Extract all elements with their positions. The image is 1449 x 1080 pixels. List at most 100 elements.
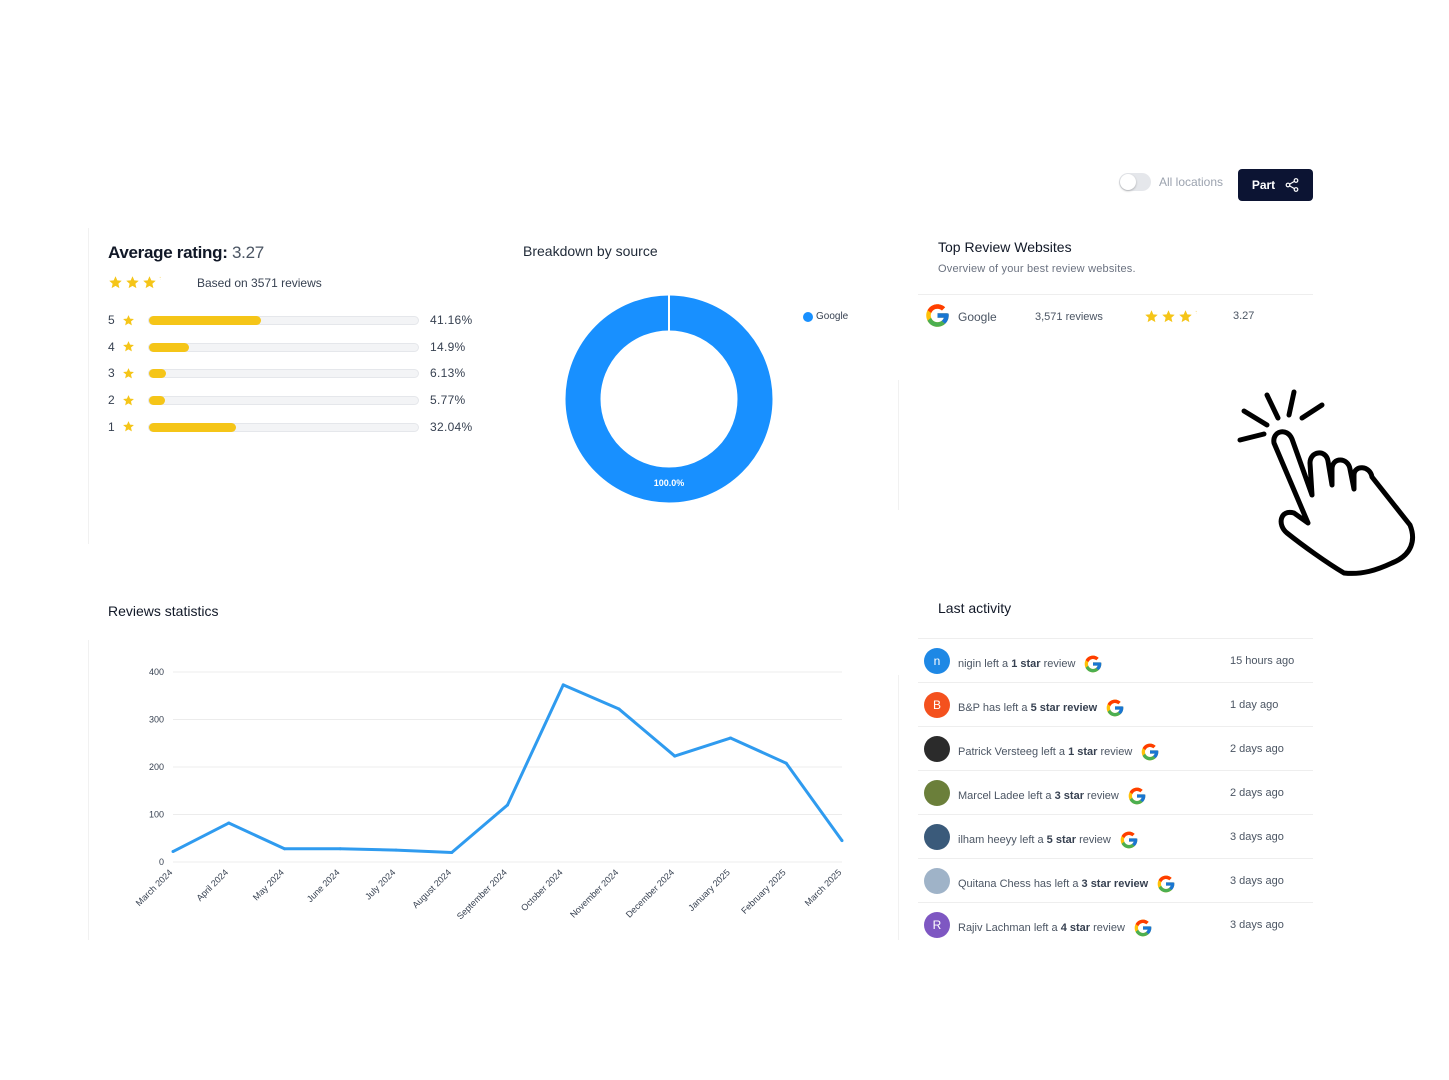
x-tick-label: October 2024 bbox=[519, 867, 565, 913]
avatar bbox=[924, 868, 950, 894]
average-rating-value: 3.27 bbox=[232, 243, 264, 262]
rating-row-percent: 5.77% bbox=[430, 393, 466, 408]
website-name: Google bbox=[958, 310, 997, 324]
average-rating-title: Average rating: 3.27 bbox=[108, 243, 264, 262]
x-tick-label: March 2025 bbox=[803, 867, 844, 908]
share-button[interactable]: Part bbox=[1238, 169, 1313, 201]
activity-time: 2 days ago bbox=[1230, 787, 1284, 799]
activity-text: Marcel Ladee left a 3 star review bbox=[958, 786, 1147, 806]
breakdown-legend[interactable]: Google bbox=[803, 311, 848, 322]
activity-item[interactable]: R Rajiv Lachman left a 4 star review 3 day… bbox=[918, 902, 1313, 946]
google-icon bbox=[1141, 743, 1159, 761]
rating-row-1: 1 32.04% bbox=[108, 419, 472, 434]
activity-item[interactable]: Quitana Chess has left a 3 star review 3 … bbox=[918, 858, 1313, 902]
x-tick-label: June 2024 bbox=[305, 867, 342, 904]
star-icon bbox=[123, 421, 134, 432]
rating-bar-fill bbox=[149, 316, 261, 325]
activity-item[interactable]: ilham heeyy left a 5 star review 3 days a… bbox=[918, 814, 1313, 858]
data-point bbox=[561, 683, 565, 687]
avatar bbox=[924, 736, 950, 762]
last-activity-title: Last activity bbox=[938, 600, 1012, 616]
activity-time: 3 days ago bbox=[1230, 919, 1284, 931]
activity-text: B&P has left a 5 star review bbox=[958, 698, 1125, 718]
rating-bar-fill bbox=[149, 369, 166, 379]
avatar bbox=[924, 824, 950, 850]
star-icon bbox=[123, 314, 134, 325]
breakdown-donut: 100.0% bbox=[565, 295, 773, 503]
x-tick-label: September 2024 bbox=[455, 867, 509, 921]
based-on-text: Based on 3571 reviews bbox=[197, 276, 322, 290]
rating-row-label: 1 bbox=[108, 419, 115, 434]
rating-bar-track bbox=[148, 316, 419, 325]
data-point bbox=[729, 736, 732, 740]
toggle-label: All locations bbox=[1159, 175, 1224, 189]
rating-bar-fill bbox=[149, 422, 236, 432]
activity-item[interactable]: n nigin left a 1 star review 15 hours ago bbox=[918, 638, 1313, 682]
share-icon bbox=[1285, 178, 1299, 192]
breakdown-title: Breakdown by source bbox=[523, 243, 658, 259]
activity-time: 3 days ago bbox=[1230, 875, 1284, 887]
star-icon bbox=[1162, 310, 1175, 323]
rating-bar-track bbox=[148, 369, 419, 379]
reviews-statistics-title: Reviews statistics bbox=[108, 603, 219, 619]
data-point bbox=[227, 821, 231, 825]
website-stars bbox=[1144, 309, 1200, 324]
activity-item[interactable]: Patrick Versteeg left a 1 star review 2 d… bbox=[918, 726, 1313, 770]
rating-row-label: 5 bbox=[108, 313, 115, 327]
toggle-switch[interactable] bbox=[1119, 173, 1151, 191]
y-tick-label: 300 bbox=[149, 715, 164, 725]
activity-text: ilham heeyy left a 5 star review bbox=[958, 830, 1139, 850]
hand-pointer-icon bbox=[1237, 389, 1416, 576]
star-icon bbox=[1145, 310, 1158, 323]
star-icon bbox=[126, 276, 139, 289]
avatar bbox=[924, 780, 950, 806]
rating-bar-fill bbox=[149, 396, 165, 406]
x-tick-label: February 2025 bbox=[739, 867, 787, 915]
rating-row-percent: 6.13% bbox=[430, 366, 466, 381]
donut-slice-google bbox=[565, 295, 773, 503]
y-tick-label: 100 bbox=[149, 810, 164, 820]
star-icon bbox=[143, 276, 156, 289]
top-websites-title: Top Review Websites bbox=[938, 239, 1072, 255]
y-tick-label: 400 bbox=[149, 667, 164, 677]
y-tick-label: 200 bbox=[149, 762, 164, 772]
activity-text: Patrick Versteeg left a 1 star review bbox=[958, 742, 1160, 762]
activity-text: nigin left a 1 star review bbox=[958, 654, 1103, 674]
series-line bbox=[172, 683, 844, 854]
data-point bbox=[673, 754, 677, 758]
star-icon bbox=[109, 276, 122, 289]
star-icon bbox=[123, 394, 134, 405]
data-point bbox=[171, 850, 175, 854]
star-icon bbox=[1195, 309, 1200, 314]
avatar: n bbox=[924, 648, 950, 674]
rating-row-percent: 41.16% bbox=[430, 313, 473, 327]
website-row-google[interactable]: Google 3,571 reviews 3.27 bbox=[924, 302, 1313, 330]
google-icon bbox=[1120, 831, 1138, 849]
rating-row-2: 2 5.77% bbox=[108, 393, 465, 408]
rating-row-4: 4 14.9% bbox=[108, 340, 465, 354]
x-tick-label: March 2024 bbox=[134, 867, 175, 908]
x-tick-label: April 2024 bbox=[194, 867, 230, 903]
star-icon bbox=[159, 275, 164, 280]
activity-text: Rajiv Lachman left a 4 star review bbox=[958, 918, 1153, 938]
activity-item[interactable]: B B&P has left a 5 star review 1 day ago bbox=[918, 682, 1313, 726]
google-icon bbox=[1134, 919, 1152, 937]
donut-slice-label: 100.0% bbox=[654, 478, 685, 488]
data-point bbox=[283, 847, 286, 851]
google-icon bbox=[1157, 875, 1175, 893]
star-icon bbox=[123, 367, 134, 379]
data-point bbox=[840, 839, 844, 843]
rating-bar-track bbox=[148, 342, 419, 352]
google-icon bbox=[1085, 655, 1102, 673]
rating-row-label: 2 bbox=[108, 393, 115, 408]
avatar: B bbox=[924, 692, 950, 718]
activity-item[interactable]: Marcel Ladee left a 3 star review 2 days … bbox=[918, 770, 1313, 814]
star-icon bbox=[1179, 310, 1192, 323]
y-tick-label: 0 bbox=[159, 857, 164, 867]
x-tick-label: December 2024 bbox=[624, 867, 676, 919]
rating-row-label: 3 bbox=[108, 366, 115, 381]
reviews-line-chart: 0 100 200 300 400 March 2024 April 2024 May 202… bbox=[134, 667, 844, 921]
locations-toggle[interactable]: All locations bbox=[1119, 173, 1223, 191]
website-score: 3.27 bbox=[1233, 310, 1255, 322]
legend-dot bbox=[803, 311, 813, 322]
